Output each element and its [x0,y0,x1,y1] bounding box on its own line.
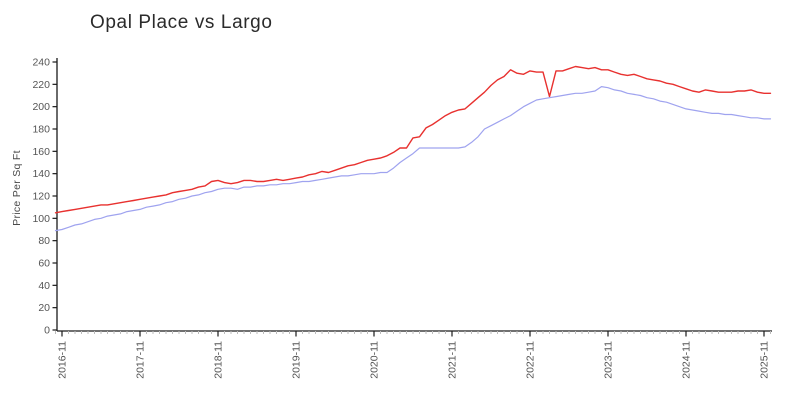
x-tick-label: 2018-11 [213,341,225,379]
y-tick-label: 20 [38,302,50,314]
y-tick-label: 140 [32,168,50,180]
series-line-largo [54,85,772,232]
x-tick-label: 2025-11 [759,341,771,379]
y-tick-label: 200 [32,101,50,113]
x-tick-label: 2019-11 [291,341,303,379]
x-tick-label: 2022-11 [525,341,537,379]
series-line-opal-place [54,65,772,214]
y-tick-label: 0 [44,325,50,337]
y-tick-label: 120 [32,191,50,203]
x-tick-label: 2017-11 [135,341,147,379]
chart-title: Opal Place vs Largo [90,12,273,33]
y-tick-label: 100 [32,213,50,225]
x-tick-label: 2023-11 [603,341,615,379]
y-tick-label: 160 [32,146,50,158]
y-tick-label: 80 [38,235,50,247]
y-tick-label: 40 [38,280,50,292]
x-tick-label: 2016-11 [57,341,69,379]
x-tick-label: 2020-11 [369,341,381,379]
y-tick-label: 60 [38,258,50,270]
y-tick-label: 240 [32,57,50,69]
y-tick-label: 220 [32,79,50,91]
y-tick-label: 180 [32,124,50,136]
x-tick-label: 2024-11 [681,341,693,379]
x-tick-label: 2021-11 [447,341,459,379]
